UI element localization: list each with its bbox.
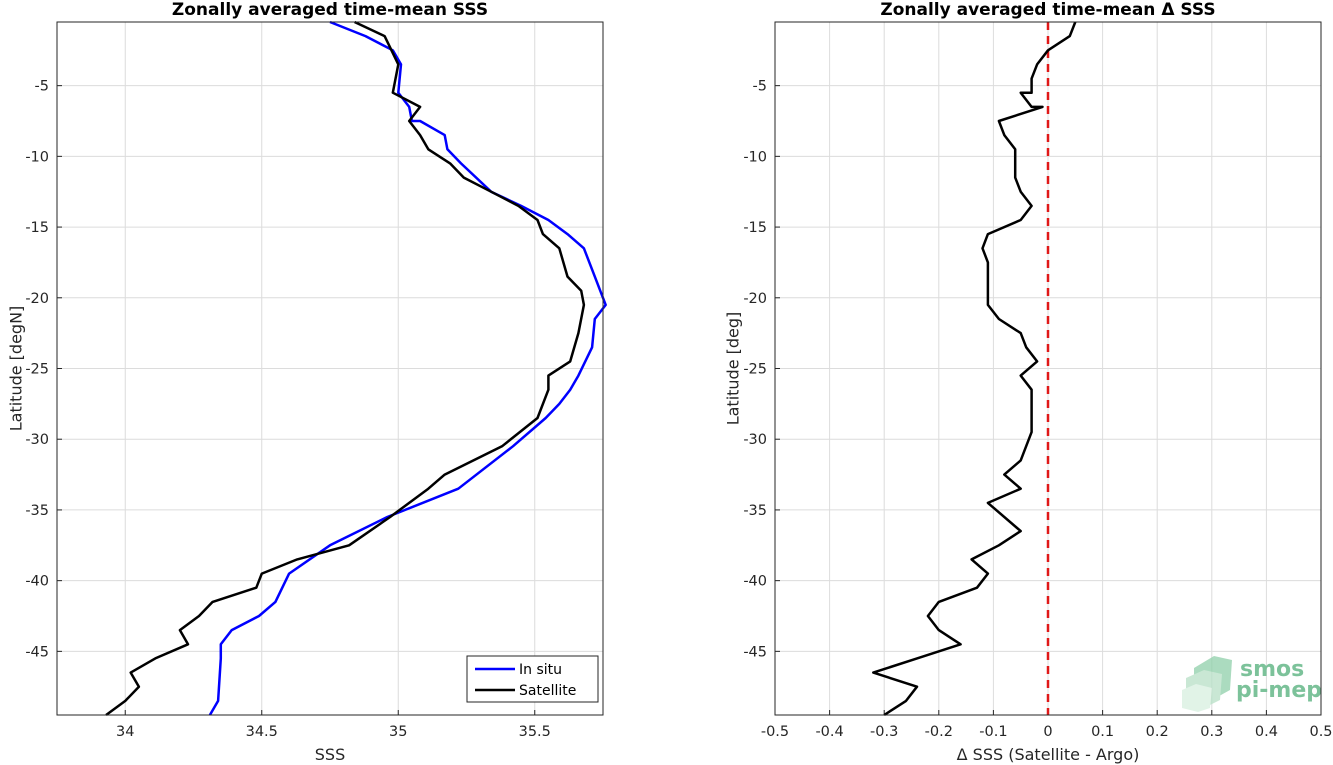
right-y-tick-label: -10 xyxy=(743,149,767,165)
right-x-tick-label: -0.4 xyxy=(815,724,843,740)
right-x-tick-label: 0.5 xyxy=(1309,724,1332,740)
left-series-line-satellite xyxy=(105,20,586,717)
right-y-tick-label: -25 xyxy=(743,362,767,378)
legend-label-satellite: Satellite xyxy=(519,683,576,699)
right-x-tick-label: 0.4 xyxy=(1255,724,1278,740)
right-x-tick-label: 0.1 xyxy=(1091,724,1114,740)
left-x-tick-label: 34 xyxy=(116,724,134,740)
left-y-tick-label: -30 xyxy=(25,432,49,448)
left-y-tick-label: -35 xyxy=(25,503,49,519)
left-y-tick-label: -10 xyxy=(25,149,49,165)
right-x-tick-label: -0.2 xyxy=(925,724,953,740)
left-chart-ticks: 34 34.5 35 35.5 -45 -40 -35 -30 -25 -20 -15 -10 -5 xyxy=(25,79,551,740)
right-y-tick-label: -15 xyxy=(743,220,767,236)
right-y-tick-label: -40 xyxy=(743,574,767,590)
right-y-tick-label: -20 xyxy=(743,291,767,307)
right-x-tick-label: 0 xyxy=(1043,724,1052,740)
right-y-tick-label: -5 xyxy=(753,79,767,95)
right-y-tick-label: -30 xyxy=(743,432,767,448)
legend-box xyxy=(466,655,599,703)
right-chart-x-axis-label: Δ SSS (Satellite - Argo) xyxy=(957,745,1140,764)
right-chart-title: Zonally averaged time-mean Δ SSS xyxy=(880,0,1215,20)
right-x-tick-label: 0.2 xyxy=(1146,724,1169,740)
right-x-tick-label: 0.3 xyxy=(1200,724,1223,740)
left-y-tick-label: -40 xyxy=(25,574,49,590)
left-x-tick-label: 35.5 xyxy=(519,724,551,740)
left-x-tick-label: 35 xyxy=(389,724,407,740)
left-chart-x-axis-label: SSS xyxy=(315,745,345,764)
left-y-tick-label: -15 xyxy=(25,220,49,236)
right-series-line-delta-sss-0 xyxy=(872,21,1077,717)
legend-label-in-situ: In situ xyxy=(519,662,562,678)
right-chart-panel: -0.5 -0.4 -0.3 -0.2 -0.1 0 0.1 0.2 0.3 0.4 0.5 -45 -… xyxy=(724,0,1333,764)
chart-legend: In situ Satellite xyxy=(466,655,599,703)
right-chart-frame xyxy=(774,21,1322,716)
left-chart-grid xyxy=(57,22,603,715)
left-y-tick-label: -25 xyxy=(25,362,49,378)
left-chart-series xyxy=(105,20,607,717)
logo-text-line1: smos xyxy=(1240,657,1304,682)
left-x-tick-label: 34.5 xyxy=(246,724,278,740)
right-x-tick-label: -0.1 xyxy=(979,724,1007,740)
left-y-tick-label: -45 xyxy=(25,644,49,660)
right-x-tick-label: -0.3 xyxy=(870,724,898,740)
left-y-tick-label: -5 xyxy=(35,79,49,95)
right-y-tick-label: -35 xyxy=(743,503,767,519)
right-chart-series xyxy=(872,21,1077,717)
right-y-tick-label: -45 xyxy=(743,644,767,660)
left-chart-y-axis-label: Latitude [degN] xyxy=(7,306,26,432)
left-chart-title: Zonally averaged time-mean SSS xyxy=(172,0,488,20)
left-chart-panel: 34 34.5 35 35.5 -45 -40 -35 -30 -25 -20 -15 -10 -5 Z… xyxy=(7,0,607,764)
right-chart-ticks: -0.5 -0.4 -0.3 -0.2 -0.1 0 0.1 0.2 0.3 0.4 0.5 -45 -… xyxy=(743,79,1332,740)
logo-emblem-icon xyxy=(1182,656,1232,712)
right-x-tick-label: -0.5 xyxy=(761,724,789,740)
logo-text-line2: pi-mep xyxy=(1236,678,1322,703)
right-chart-y-axis-label: Latitude [deg] xyxy=(724,312,743,426)
left-chart-frame xyxy=(56,21,604,716)
smos-pi-mep-logo: smos pi-mep xyxy=(1182,656,1322,712)
left-y-tick-label: -20 xyxy=(25,291,49,307)
